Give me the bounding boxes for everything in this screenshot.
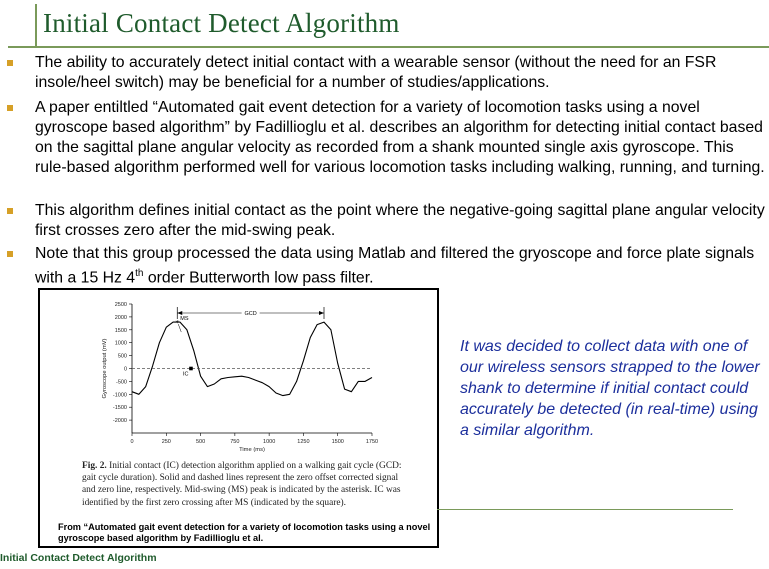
gcd-arrow-right xyxy=(319,311,324,315)
x-tick-label: 500 xyxy=(196,439,205,445)
y-tick-label: -1000 xyxy=(113,392,127,398)
bullet-text: A paper entiltled “Automated gait event … xyxy=(35,99,765,176)
x-tick-label: 250 xyxy=(162,439,171,445)
figure-caption-label: Fig. 2. xyxy=(82,461,107,471)
ic-label: IC xyxy=(183,372,189,378)
bullet-text-sup: th xyxy=(135,268,144,279)
y-axis-label: Gyroscope output (mV) xyxy=(102,338,108,398)
bullet-text-part-b: order Butterworth low pass filter. xyxy=(143,269,374,287)
bullet-text-part-a: Note that this group processed the data … xyxy=(35,245,755,287)
ms-pointer xyxy=(178,323,182,333)
y-tick-label: -2000 xyxy=(113,418,127,424)
footer-title: Initial Contact Detect Algorithm xyxy=(0,552,157,564)
y-tick-label: 0 xyxy=(124,367,127,373)
x-tick-label: 1750 xyxy=(366,439,378,445)
bullet-text: The ability to accurately detect initial… xyxy=(35,54,717,91)
x-tick-label: 1500 xyxy=(332,439,344,445)
ms-asterisk-marker: * xyxy=(176,319,180,327)
side-note: It was decided to collect data with one … xyxy=(460,338,760,439)
y-tick-label: -500 xyxy=(116,379,127,385)
y-tick-label: 2000 xyxy=(115,315,127,321)
gait-chart: 2500 2000 1500 1000 500 0 -500 -1000 -1500 -2000 0… xyxy=(102,302,378,453)
gcd-arrow-left xyxy=(177,311,183,315)
y-tick-label: -1500 xyxy=(113,405,127,411)
footer-divider xyxy=(437,509,733,510)
ic-square-marker xyxy=(189,366,193,371)
x-tick-label: 0 xyxy=(130,439,133,445)
gcd-label: GCD xyxy=(245,311,257,317)
figure-caption-text: Initial contact (IC) detection algorithm… xyxy=(82,461,402,508)
ms-label: MS xyxy=(180,316,189,322)
slide-title: Initial Contact Detect Algorithm xyxy=(43,8,400,38)
title-accent-bar xyxy=(35,4,37,48)
bullet-text: This algorithm defines initial contact a… xyxy=(35,202,765,239)
bullet-square-icon xyxy=(7,251,13,257)
bullet-square-icon xyxy=(7,105,13,111)
x-tick-label: 750 xyxy=(230,439,239,445)
title-underline xyxy=(8,46,769,48)
y-tick-label: 2500 xyxy=(115,302,127,308)
x-tick-label: 1000 xyxy=(263,439,275,445)
bullet-square-icon xyxy=(7,208,13,214)
y-tick-label: 500 xyxy=(118,354,127,360)
x-tick-label: 1250 xyxy=(297,439,309,445)
figure-caption: Fig. 2. Initial contact (IC) detection a… xyxy=(82,460,404,509)
gyroscope-signal-series xyxy=(131,321,373,397)
gcd-label-bg xyxy=(241,309,260,317)
x-axis-label: Time (ms) xyxy=(239,447,265,453)
bullet-text: Note that this group processed the data … xyxy=(35,244,765,288)
y-tick-label: 1000 xyxy=(115,341,127,347)
y-tick-label: 1500 xyxy=(115,328,127,334)
figure-panel: 2500 2000 1500 1000 500 0 -500 -1000 -1500 -2000 0… xyxy=(38,288,439,548)
bullet-square-icon xyxy=(7,60,13,66)
figure-source: From “Automated gait event detection for… xyxy=(58,522,431,543)
